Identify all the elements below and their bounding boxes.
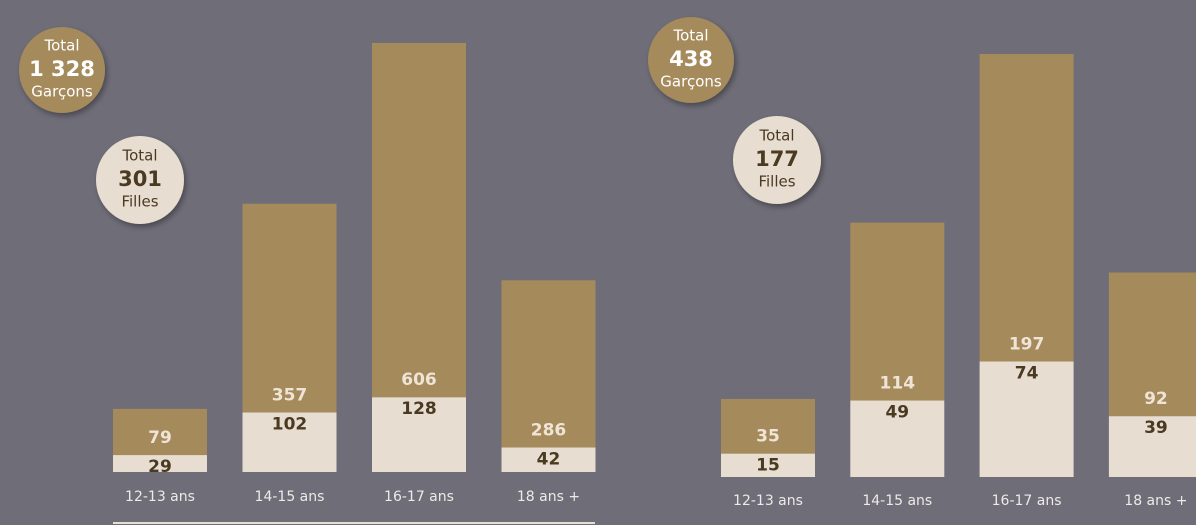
value-label: 29 [148,457,172,477]
girls-total-value: 301 [118,167,162,191]
bar-segment [242,412,337,472]
boys-total-value: 438 [669,47,713,71]
boys-total-text: Total [43,37,79,55]
bar-segment [372,43,466,398]
boys-total-value: 1 328 [29,57,95,81]
x-tick-label: 14-15 ans [255,489,325,505]
bar-segment [721,453,815,477]
girls-total-text: Total [121,147,157,165]
value-label: 286 [531,420,567,440]
bar-segment [850,400,945,477]
girls-legend: Filles [121,193,158,211]
value-label: 357 [272,385,308,405]
bar-segment [850,222,945,401]
girls-total-text: Total [758,127,794,145]
value-label: 102 [272,414,308,434]
boys-bubble [19,27,105,113]
value-label: 92 [1144,389,1168,409]
bar-segment [721,398,815,454]
boys-legend: Garçons [660,73,722,91]
girls-total-value: 177 [755,147,799,171]
value-label: 606 [401,370,437,390]
x-tick-label: 12-13 ans [733,493,803,509]
bar-segment [113,455,207,472]
x-tick-label: 12-13 ans [125,489,195,505]
x-tick-label: 18 ans + [1124,493,1187,509]
bar-segment [501,280,596,448]
girls-legend: Filles [758,173,795,191]
bar-segment [979,361,1074,477]
bar-segment [1108,416,1196,477]
value-label: 49 [885,403,909,423]
value-label: 114 [880,374,916,394]
bar-segment [372,397,466,472]
value-label: 35 [756,427,780,447]
value-label: 79 [148,428,172,448]
girls-bubble [733,116,821,204]
girls-bubble [96,136,184,224]
value-label: 39 [1144,418,1168,438]
value-label: 15 [756,456,780,476]
boys-total-text: Total [672,27,708,45]
x-tick-label: 16-17 ans [384,489,454,505]
value-label: 42 [537,449,561,469]
bar-segment [1108,272,1196,417]
value-label: 74 [1015,363,1039,383]
boys-bubble [648,17,734,103]
bar-segment [242,203,337,413]
boys-legend: Garçons [31,83,93,101]
bar-segment [979,54,1074,362]
value-label: 197 [1009,334,1045,354]
bar-segment [113,408,207,456]
value-label: 128 [401,399,437,419]
x-tick-label: 16-17 ans [992,493,1062,509]
bar-segment [501,447,596,472]
x-tick-label: 18 ans + [517,489,580,505]
x-tick-label: 14-15 ans [862,493,932,509]
